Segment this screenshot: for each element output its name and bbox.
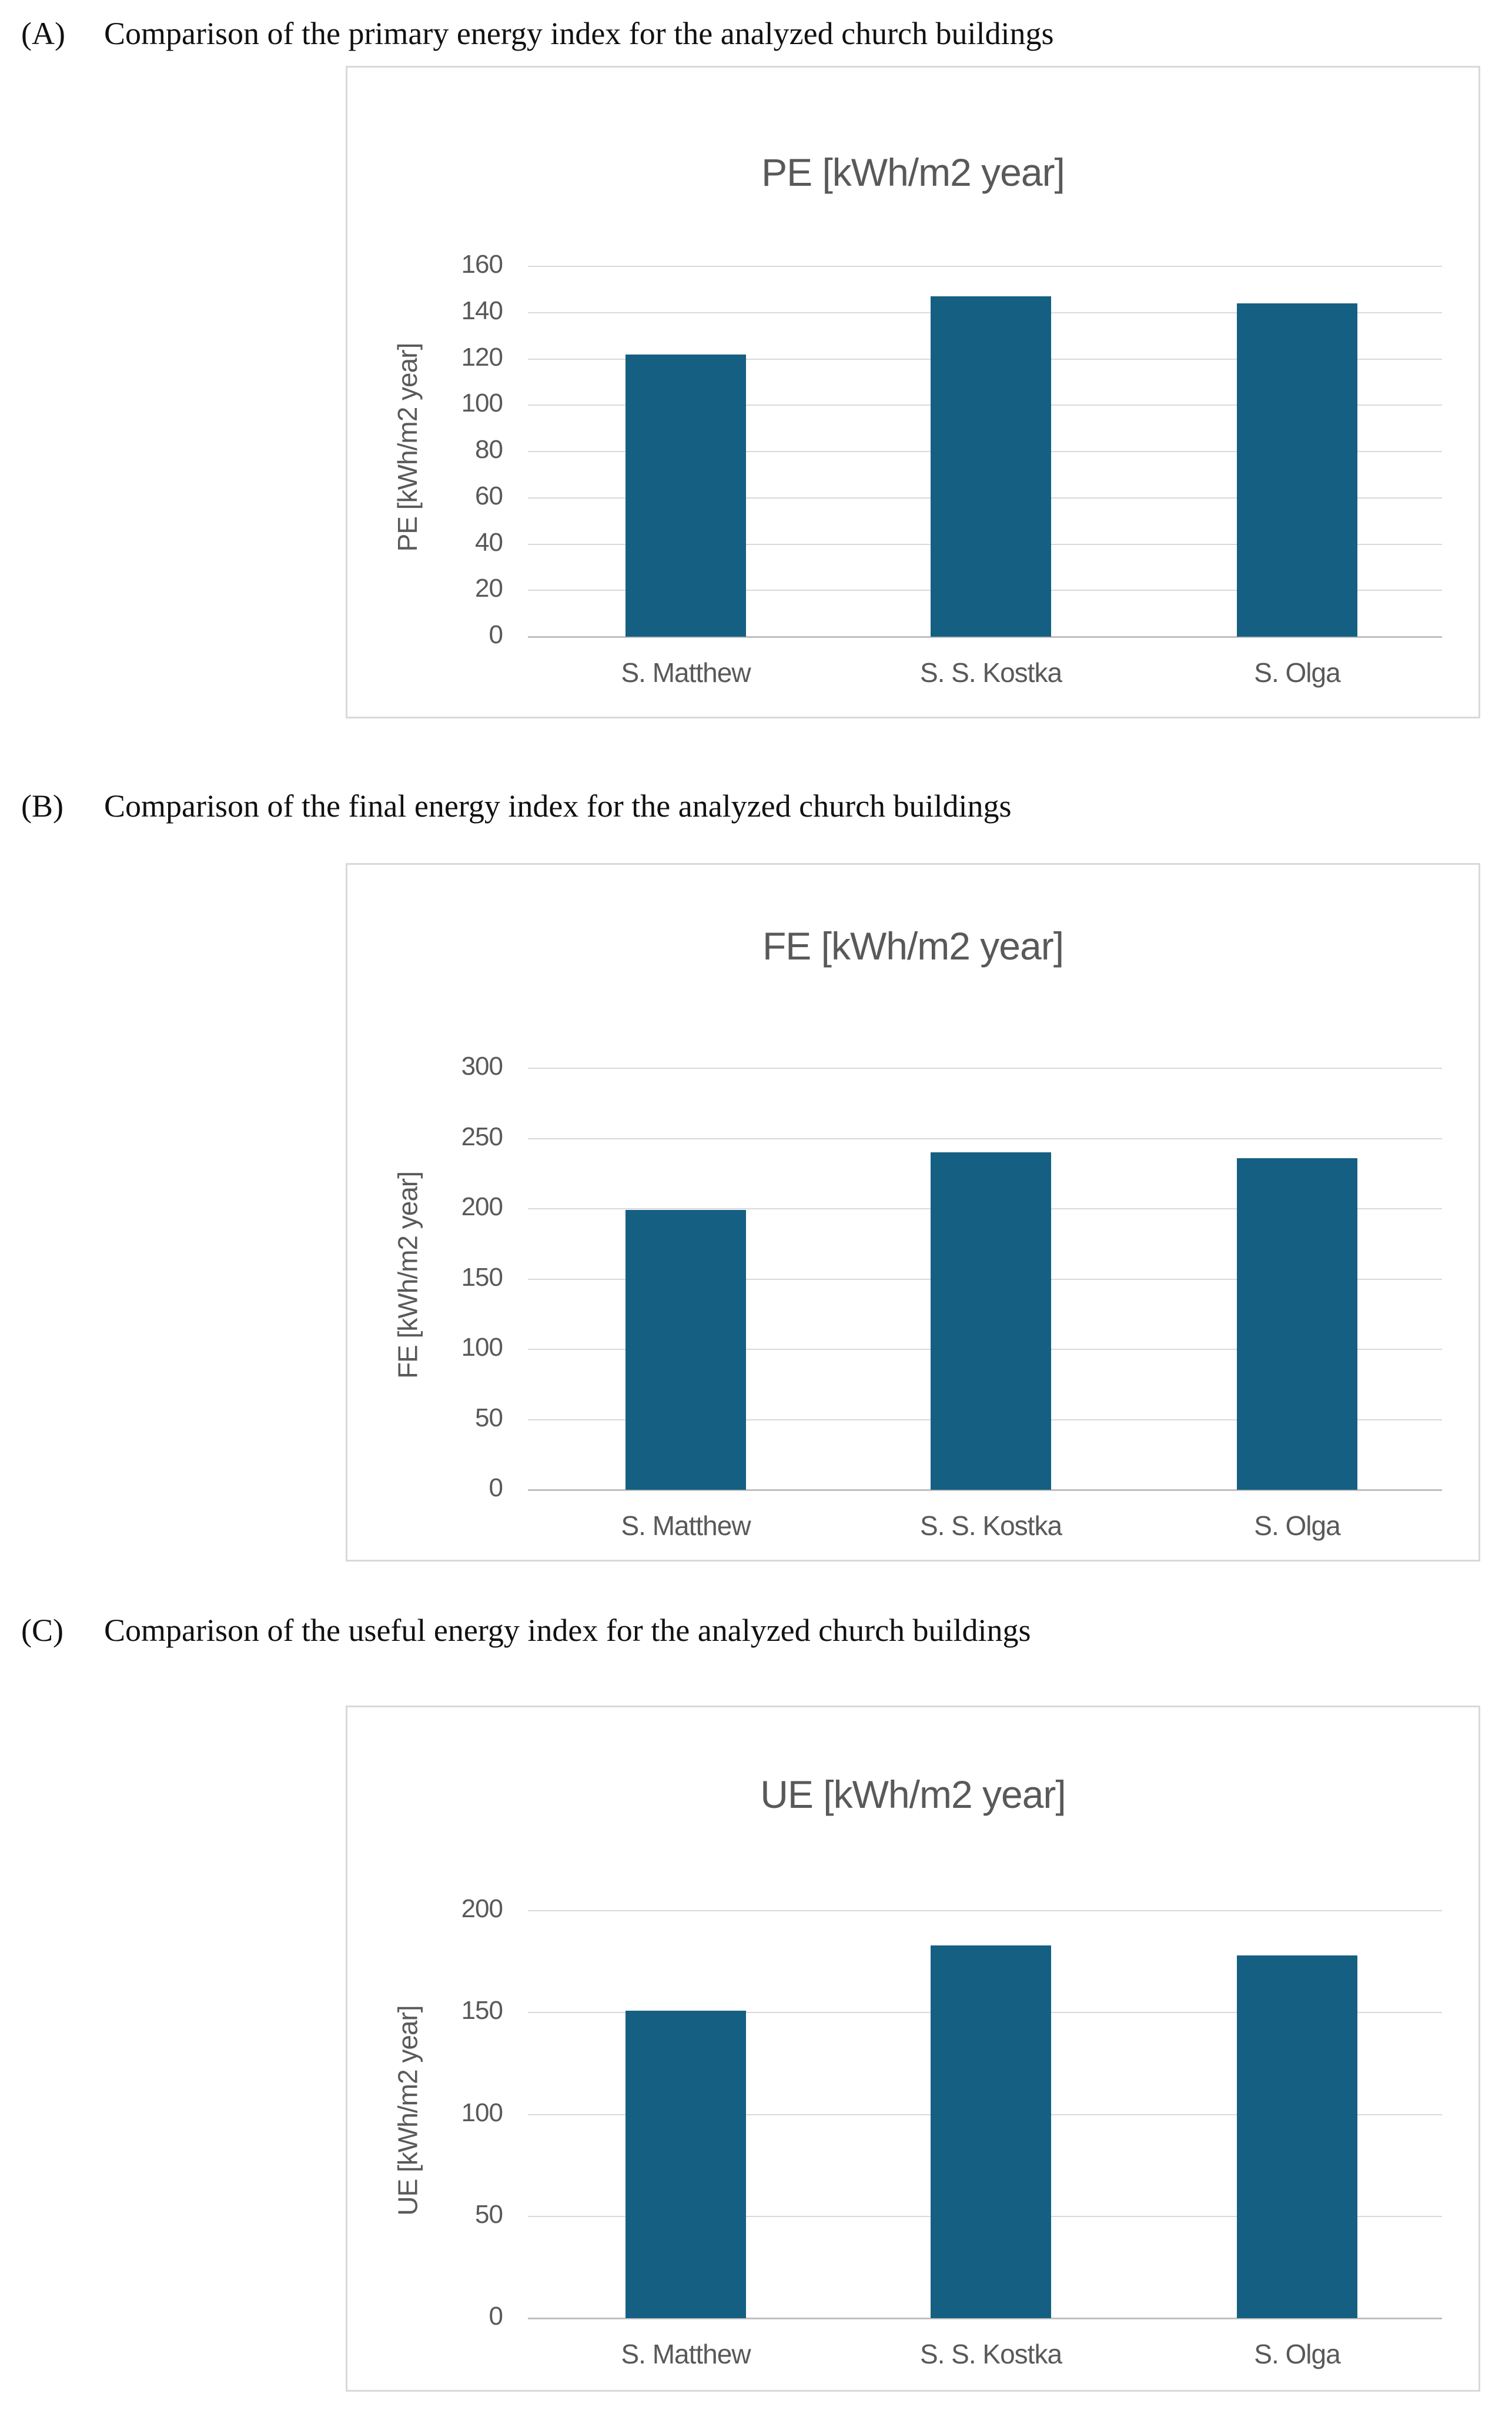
y-tick-label: 160: [461, 250, 503, 279]
figure-caption-b: (B) Comparison of the final energy index …: [21, 788, 1012, 824]
panel-label-b: (B): [21, 788, 63, 824]
x-category-label: S. Matthew: [621, 657, 751, 688]
panel-caption-a: Comparison of the primary energy index f…: [104, 16, 1054, 51]
y-tick-label: 200: [461, 1894, 503, 1923]
y-tick-label: 60: [475, 481, 503, 510]
figure-caption-c: (C) Comparison of the useful energy index…: [21, 1612, 1031, 1649]
x-category-label: S. Matthew: [621, 1510, 751, 1541]
bar-s-matthew: [625, 354, 746, 637]
gridline: [528, 266, 1442, 267]
y-tick-label: 100: [461, 2098, 503, 2127]
y-tick-label: 80: [475, 435, 503, 464]
x-category-label: S. Olga: [1254, 1510, 1340, 1541]
chart-title: UE [kWh/m2 year]: [760, 1773, 1066, 1816]
x-category-label: S. Matthew: [621, 2339, 751, 2369]
bar-s-olga: [1237, 1158, 1357, 1490]
y-tick-label: 200: [461, 1192, 503, 1221]
panel-caption-b: Comparison of the final energy index for…: [104, 788, 1012, 824]
y-tick-label: 150: [461, 1262, 503, 1292]
bar-s-olga: [1237, 1955, 1357, 2318]
bar-s-olga: [1237, 303, 1357, 637]
plot-area: 0 50 100 150 200 250 300 S. Matthew S. S. Kostka…: [347, 865, 1478, 1560]
bar-s-matthew: [625, 1210, 746, 1490]
panel-label-a: (A): [21, 16, 65, 51]
gridline: [528, 1068, 1442, 1069]
plot-area: 0 50 100 150 200 S. Matthew S. S. Kostka S. Olg…: [347, 1707, 1478, 2390]
bar-s-s-kostka: [931, 296, 1051, 637]
plot-area: 0 20 40 60 80 100 120 140 160 S. Matthew S. S. Kos…: [347, 68, 1478, 717]
chart-panel-b: FE [kWh/m2 year] FE [kWh/m2 year] 0 50 100…: [346, 863, 1480, 1562]
y-tick-label: 100: [461, 1333, 503, 1362]
y-tick-label: 50: [475, 2199, 503, 2229]
y-tick-label: 100: [461, 389, 503, 418]
x-axis-line: [528, 1489, 1442, 1491]
y-tick-label: 140: [461, 296, 503, 325]
figure-caption-a: (A) Comparison of the primary energy inde…: [21, 15, 1054, 52]
x-category-label: S. S. Kostka: [919, 657, 1062, 688]
y-tick-label: 120: [461, 342, 503, 372]
chart-title: PE [kWh/m2 year]: [761, 151, 1065, 194]
gridline: [528, 1910, 1442, 1911]
chart-title: FE [kWh/m2 year]: [762, 924, 1064, 968]
y-tick-label: 0: [489, 2302, 503, 2331]
x-category-label: S. Olga: [1254, 657, 1340, 688]
y-tick-label: 0: [489, 1473, 503, 1502]
bar-s-s-kostka: [931, 1152, 1051, 1490]
y-tick-label: 150: [461, 1996, 503, 2025]
chart-panel-c: UE [kWh/m2 year] UE [kWh/m2 year] 0 50 100…: [346, 1706, 1480, 2392]
y-tick-label: 0: [489, 620, 503, 649]
x-category-label: S. Olga: [1254, 2339, 1340, 2369]
gridline: [528, 1138, 1442, 1139]
bar-s-matthew: [625, 2010, 746, 2318]
panel-caption-c: Comparison of the useful energy index fo…: [104, 1613, 1031, 1648]
y-tick-label: 20: [475, 574, 503, 603]
bar-s-s-kostka: [931, 1945, 1051, 2318]
x-axis-line: [528, 2318, 1442, 2319]
chart-panel-a: PE [kWh/m2 year] PE [kWh/m2 year] 0 20 40 6…: [346, 66, 1480, 718]
x-category-label: S. S. Kostka: [919, 2339, 1062, 2369]
x-category-label: S. S. Kostka: [919, 1510, 1062, 1541]
y-tick-label: 40: [475, 527, 503, 557]
y-tick-label: 250: [461, 1122, 503, 1151]
y-tick-label: 300: [461, 1052, 503, 1081]
x-axis-line: [528, 636, 1442, 638]
y-tick-label: 50: [475, 1403, 503, 1432]
panel-label-c: (C): [21, 1613, 63, 1648]
